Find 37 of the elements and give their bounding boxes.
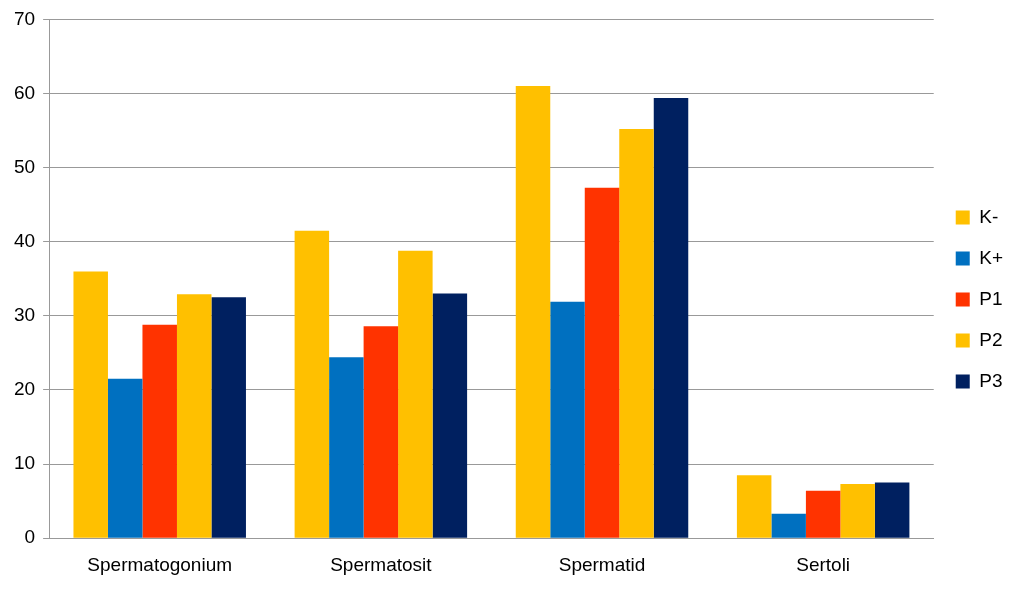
legend-label: P2 (979, 328, 1003, 350)
bar (840, 484, 875, 538)
bar (176, 294, 212, 538)
bar (294, 230, 330, 538)
x-tick-label: Sertoli (796, 553, 851, 575)
bar (142, 324, 177, 538)
y-tick-label: 70 (13, 7, 36, 29)
y-tick-label: 60 (13, 81, 36, 103)
bar (805, 490, 841, 538)
y-tick-label: 10 (13, 452, 36, 474)
bar (771, 513, 806, 538)
bar (211, 297, 246, 538)
y-tick-label: 0 (24, 526, 36, 548)
x-tick-label: Spermatid (558, 553, 646, 575)
bar (73, 271, 108, 538)
y-tick-label: 40 (13, 229, 36, 251)
bar (874, 482, 910, 538)
bar (432, 293, 468, 538)
y-tick-label: 20 (13, 378, 36, 400)
bar (398, 250, 433, 538)
bar (584, 187, 620, 538)
legend-label: K- (979, 205, 999, 227)
bar (619, 129, 654, 538)
bar (515, 86, 551, 538)
bar (653, 97, 689, 538)
bar (363, 326, 399, 538)
bar (550, 301, 585, 538)
x-tick-label: Spermatosit (330, 553, 433, 575)
legend-label: K+ (979, 246, 1004, 268)
bar (107, 378, 143, 538)
legend-label: P1 (979, 287, 1003, 309)
y-tick-label: 50 (13, 155, 36, 177)
legend-label: P3 (979, 369, 1003, 391)
bar (329, 357, 364, 538)
bar (736, 475, 772, 538)
x-tick-label: Spermatogonium (87, 553, 233, 575)
y-tick-label: 30 (13, 304, 36, 326)
